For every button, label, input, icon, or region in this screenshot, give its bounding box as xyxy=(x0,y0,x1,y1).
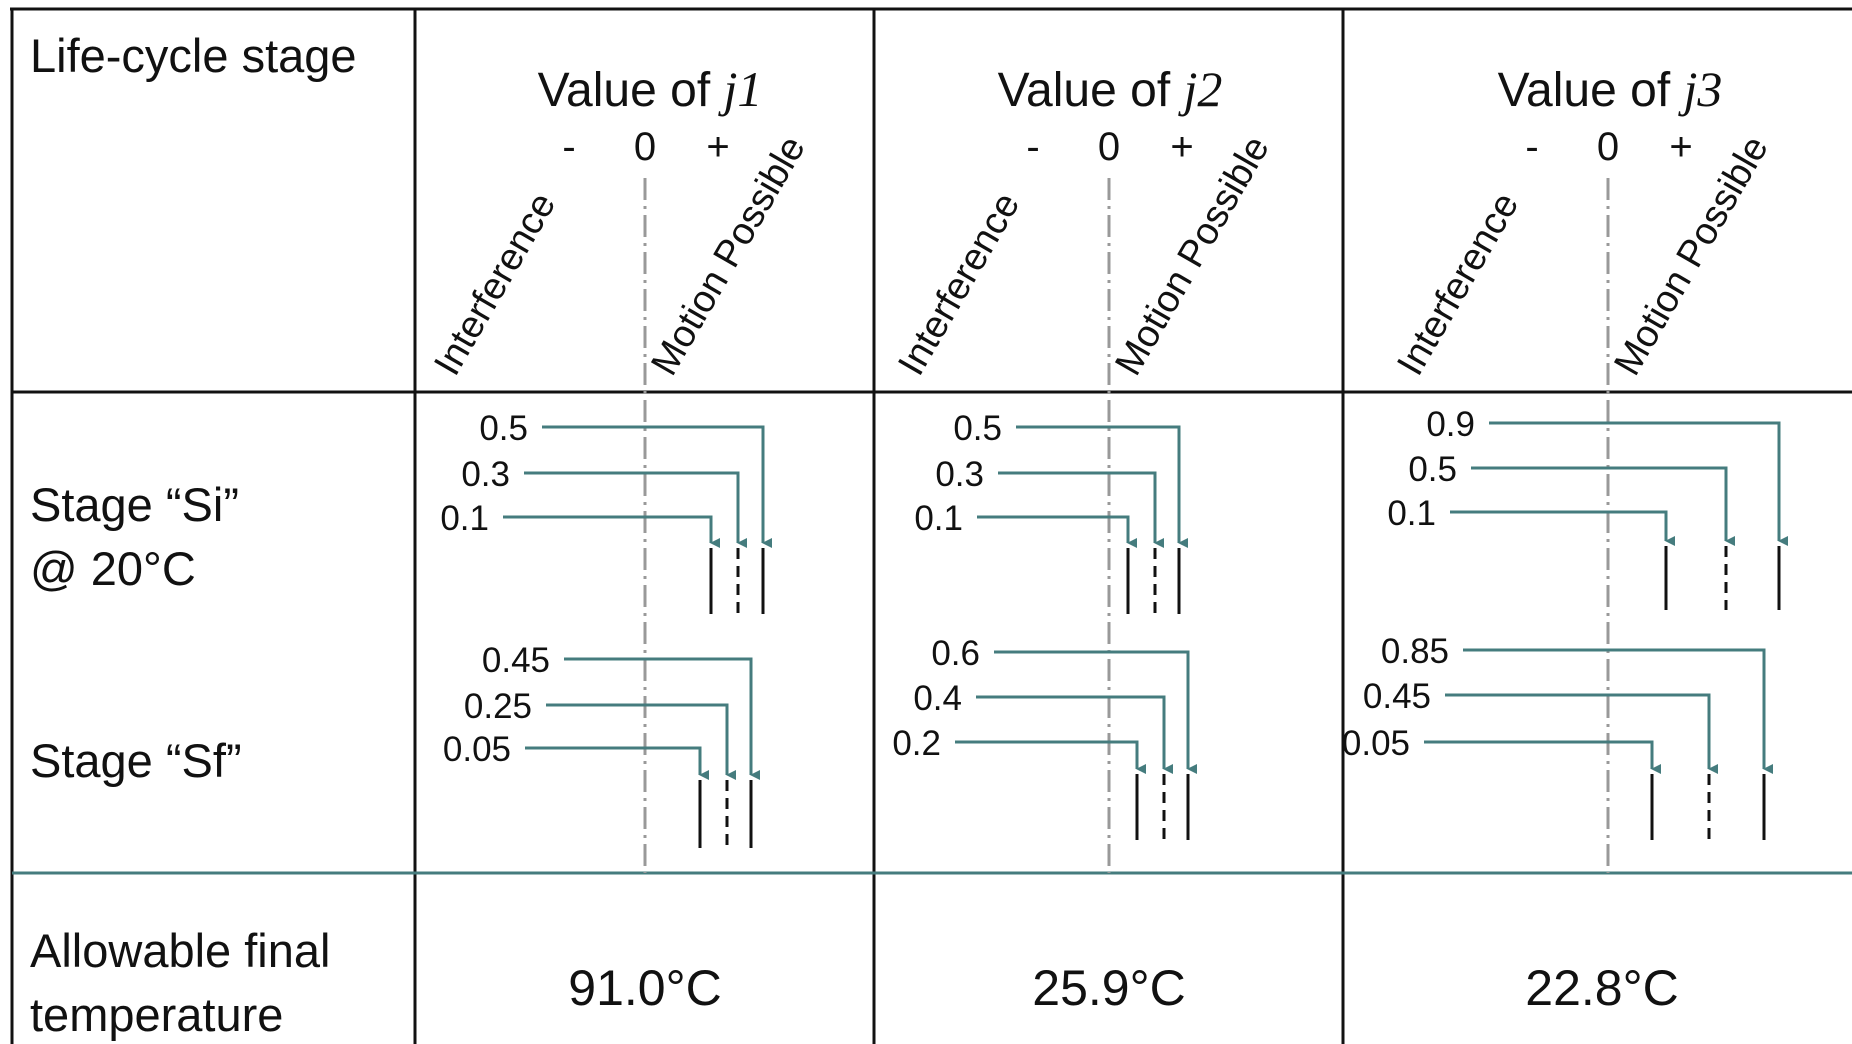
si-value-label-3-1: 0.9 xyxy=(1426,405,1475,444)
sf-value-label-1-1: 0.45 xyxy=(482,641,550,680)
interference-label-2: Interference xyxy=(890,186,1028,383)
zero-label-3: 0 xyxy=(1597,125,1619,169)
plus-sign-1: + xyxy=(706,125,729,169)
plus-sign-2: + xyxy=(1170,125,1193,169)
sf-arrow-1-2 xyxy=(546,703,736,780)
si-value-label-3-2: 0.5 xyxy=(1408,450,1457,489)
stage-sf-label: Stage “Sf” xyxy=(30,734,242,787)
allowable-label-line2: temperature xyxy=(30,988,283,1041)
sf-value-label-3-1: 0.85 xyxy=(1381,632,1449,671)
si-value-label-1-3: 0.1 xyxy=(440,499,489,538)
sf-arrow-1-1 xyxy=(564,657,760,780)
minus-sign-1: - xyxy=(562,125,575,169)
si-arrow-1-2 xyxy=(524,471,747,548)
si-arrow-2-2 xyxy=(998,471,1164,548)
sf-value-label-1-2: 0.25 xyxy=(464,687,532,726)
sf-value-label-3-2: 0.45 xyxy=(1363,677,1431,716)
si-value-label-1-1: 0.5 xyxy=(479,409,528,448)
zero-label-2: 0 xyxy=(1098,125,1120,169)
minus-sign-3: - xyxy=(1525,125,1538,169)
stage-si-label: Stage “Si” xyxy=(30,478,239,531)
table-grid xyxy=(10,7,1852,1044)
interference-label-1: Interference xyxy=(426,186,564,383)
sf-value-label-2-2: 0.4 xyxy=(913,679,962,718)
sf-arrow-3-1 xyxy=(1463,648,1773,774)
si-value-label-2-2: 0.3 xyxy=(935,455,984,494)
sf-value-label-2-1: 0.6 xyxy=(931,634,980,673)
si-arrow-2-3 xyxy=(977,515,1137,548)
allowable-label-line1: Allowable final xyxy=(30,924,330,977)
sf-value-label-2-3: 0.2 xyxy=(892,724,941,763)
allowable-temperature-3: 22.8°C xyxy=(1525,960,1678,1016)
stage-si-temp-label: @ 20°C xyxy=(30,542,196,595)
si-arrow-3-3 xyxy=(1450,510,1675,546)
interference-label-3: Interference xyxy=(1389,186,1527,383)
sf-value-label-1-3: 0.05 xyxy=(443,730,511,769)
si-value-label-1-2: 0.3 xyxy=(461,455,510,494)
allowable-temperature-2: 25.9°C xyxy=(1032,960,1185,1016)
sf-arrow-2-1 xyxy=(994,650,1197,774)
sf-value-label-3-3: 0.05 xyxy=(1342,724,1410,763)
si-value-label-2-3: 0.1 xyxy=(914,499,963,538)
zero-label-1: 0 xyxy=(634,125,656,169)
allowable-temperature-1: 91.0°C xyxy=(568,960,721,1016)
si-arrow-2-1 xyxy=(1016,425,1188,548)
column-title-3: Value of j3 xyxy=(1498,61,1723,117)
si-arrow-3-1 xyxy=(1489,421,1788,546)
minus-sign-2: - xyxy=(1026,125,1039,169)
column-title-1: Value of j1 xyxy=(538,61,763,117)
si-value-label-3-3: 0.1 xyxy=(1387,494,1436,533)
sf-arrow-2-2 xyxy=(976,695,1173,774)
column-title-2: Value of j2 xyxy=(998,61,1223,117)
life-cycle-stage-label: Life-cycle stage xyxy=(30,29,357,82)
si-arrow-3-2 xyxy=(1471,466,1735,546)
sf-arrow-2-3 xyxy=(955,740,1146,774)
sf-arrow-3-2 xyxy=(1445,693,1718,774)
plus-sign-3: + xyxy=(1669,125,1692,169)
sf-arrow-3-3 xyxy=(1424,740,1661,774)
si-arrow-1-3 xyxy=(503,515,720,548)
si-arrow-1-1 xyxy=(542,425,772,548)
sf-arrow-1-3 xyxy=(525,746,709,780)
si-value-label-2-1: 0.5 xyxy=(953,409,1002,448)
